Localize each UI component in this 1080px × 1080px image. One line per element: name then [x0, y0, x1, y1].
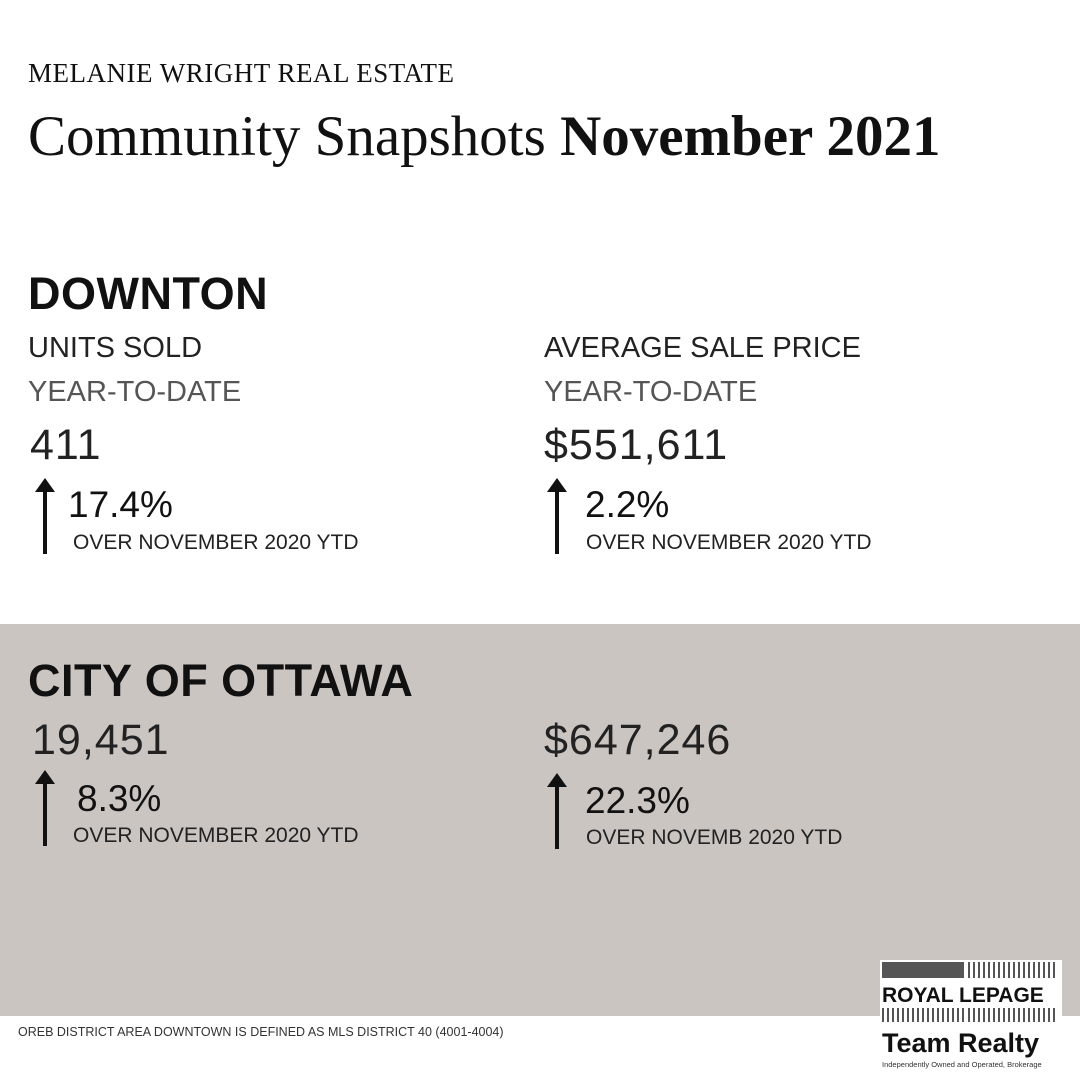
logo-line2: Team Realty: [882, 1028, 1039, 1058]
brand-name: MELANIE WRIGHT REAL ESTATE: [28, 58, 455, 88]
logo-line3: Independently Owned and Operated, Broker…: [882, 1060, 1042, 1069]
page-title: Community Snapshots November 2021: [28, 104, 941, 169]
section-title-ottawa: CITY OF OTTAWA: [28, 655, 414, 706]
section-title-downton: DOWNTON: [28, 268, 269, 319]
arrow-up-icon: [35, 770, 55, 846]
ottawa-price-change: 22.3%: [585, 780, 690, 821]
ottawa-band: [0, 624, 1080, 1016]
ottawa-units-value: 19,451: [32, 716, 170, 764]
downton-price-change: 2.2%: [585, 484, 670, 525]
ottawa-price-note: OVER NOVEMB 2020 YTD: [586, 826, 843, 849]
ottawa-price-value: $647,246: [544, 716, 732, 764]
downton-units-change: 17.4%: [68, 484, 173, 525]
avg-price-ytd-label: YEAR-TO-DATE: [544, 376, 758, 408]
units-ytd-label: YEAR-TO-DATE: [28, 376, 242, 408]
downton-price-note: OVER NOVEMBER 2020 YTD: [586, 531, 872, 554]
logo-line1: ROYAL LEPAGE: [882, 984, 1044, 1007]
title-light: Community Snapshots: [28, 105, 561, 168]
units-sold-label: UNITS SOLD: [28, 332, 203, 364]
logo-graphic: ROYAL LEPAGE Team Realty Independently O…: [882, 962, 1055, 1069]
footnote: OREB DISTRICT AREA DOWNTOWN IS DEFINED A…: [18, 1025, 504, 1039]
arrow-up-icon: [547, 478, 567, 554]
downton-units-note: OVER NOVEMBER 2020 YTD: [73, 531, 359, 554]
arrow-up-icon: [35, 478, 55, 554]
arrow-up-icon: [547, 773, 567, 849]
downton-price-value: $551,611: [544, 421, 729, 469]
avg-price-label: AVERAGE SALE PRICE: [544, 332, 861, 364]
downton-units-value: 411: [30, 421, 102, 469]
ottawa-units-note: OVER NOVEMBER 2020 YTD: [73, 824, 359, 847]
royal-lepage-logo: ROYAL LEPAGE Team Realty Independently O…: [880, 960, 1062, 1074]
ottawa-units-change: 8.3%: [77, 778, 162, 819]
title-bold: November 2021: [560, 105, 941, 168]
